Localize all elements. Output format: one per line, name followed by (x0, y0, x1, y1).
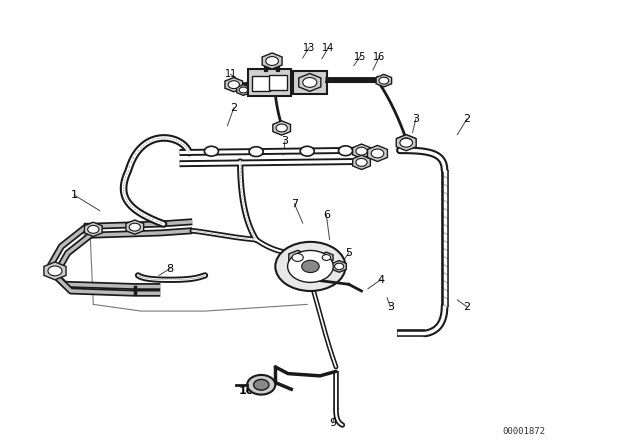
FancyBboxPatch shape (248, 69, 291, 96)
Polygon shape (299, 73, 321, 91)
Text: 3: 3 (387, 302, 394, 312)
Text: 2: 2 (463, 114, 470, 124)
Text: 2: 2 (463, 302, 470, 312)
Circle shape (300, 146, 314, 156)
Polygon shape (320, 252, 333, 263)
Text: 15: 15 (354, 52, 367, 61)
Circle shape (301, 260, 319, 272)
Circle shape (204, 146, 218, 156)
Circle shape (322, 254, 331, 260)
Polygon shape (44, 262, 66, 280)
Circle shape (287, 250, 333, 282)
Text: 9: 9 (329, 418, 337, 428)
Circle shape (249, 147, 263, 156)
Text: 3: 3 (282, 136, 289, 146)
Polygon shape (237, 85, 250, 95)
FancyBboxPatch shape (292, 71, 327, 94)
Text: 8: 8 (166, 264, 173, 274)
Text: 3: 3 (412, 114, 419, 124)
Text: 4: 4 (377, 275, 384, 285)
Circle shape (303, 78, 317, 87)
Circle shape (292, 254, 303, 262)
Text: 14: 14 (322, 43, 335, 52)
Circle shape (253, 379, 269, 390)
Polygon shape (289, 250, 307, 265)
Polygon shape (332, 261, 346, 272)
Text: 7: 7 (291, 199, 298, 209)
Polygon shape (376, 74, 392, 87)
Polygon shape (367, 146, 387, 161)
Text: 13: 13 (303, 43, 316, 52)
Circle shape (275, 242, 346, 291)
Circle shape (239, 87, 248, 93)
Text: 1: 1 (70, 190, 77, 200)
Text: 2: 2 (230, 103, 237, 113)
Polygon shape (225, 78, 243, 92)
Text: 00001872: 00001872 (503, 427, 546, 436)
Circle shape (228, 81, 239, 89)
FancyBboxPatch shape (252, 76, 270, 91)
Polygon shape (262, 53, 282, 69)
Polygon shape (273, 121, 291, 135)
Text: 5: 5 (345, 248, 352, 258)
Circle shape (356, 159, 367, 166)
Polygon shape (84, 222, 102, 237)
Circle shape (339, 146, 353, 155)
Polygon shape (126, 220, 143, 234)
Polygon shape (353, 144, 371, 158)
Circle shape (401, 138, 412, 146)
Text: 16: 16 (373, 52, 385, 61)
Circle shape (88, 225, 99, 233)
FancyBboxPatch shape (269, 75, 287, 90)
Circle shape (48, 266, 62, 276)
Circle shape (335, 263, 344, 270)
Polygon shape (396, 135, 416, 151)
Polygon shape (353, 155, 371, 169)
Circle shape (129, 223, 140, 231)
Text: 6: 6 (323, 210, 330, 220)
Circle shape (400, 138, 413, 147)
Circle shape (371, 149, 384, 158)
Polygon shape (397, 135, 415, 149)
Circle shape (276, 124, 287, 132)
Text: 11: 11 (225, 69, 237, 79)
Text: 12: 12 (246, 69, 258, 79)
Circle shape (266, 56, 278, 65)
Text: 10: 10 (239, 387, 254, 396)
Circle shape (379, 77, 388, 84)
Circle shape (356, 147, 367, 155)
Circle shape (247, 375, 275, 395)
